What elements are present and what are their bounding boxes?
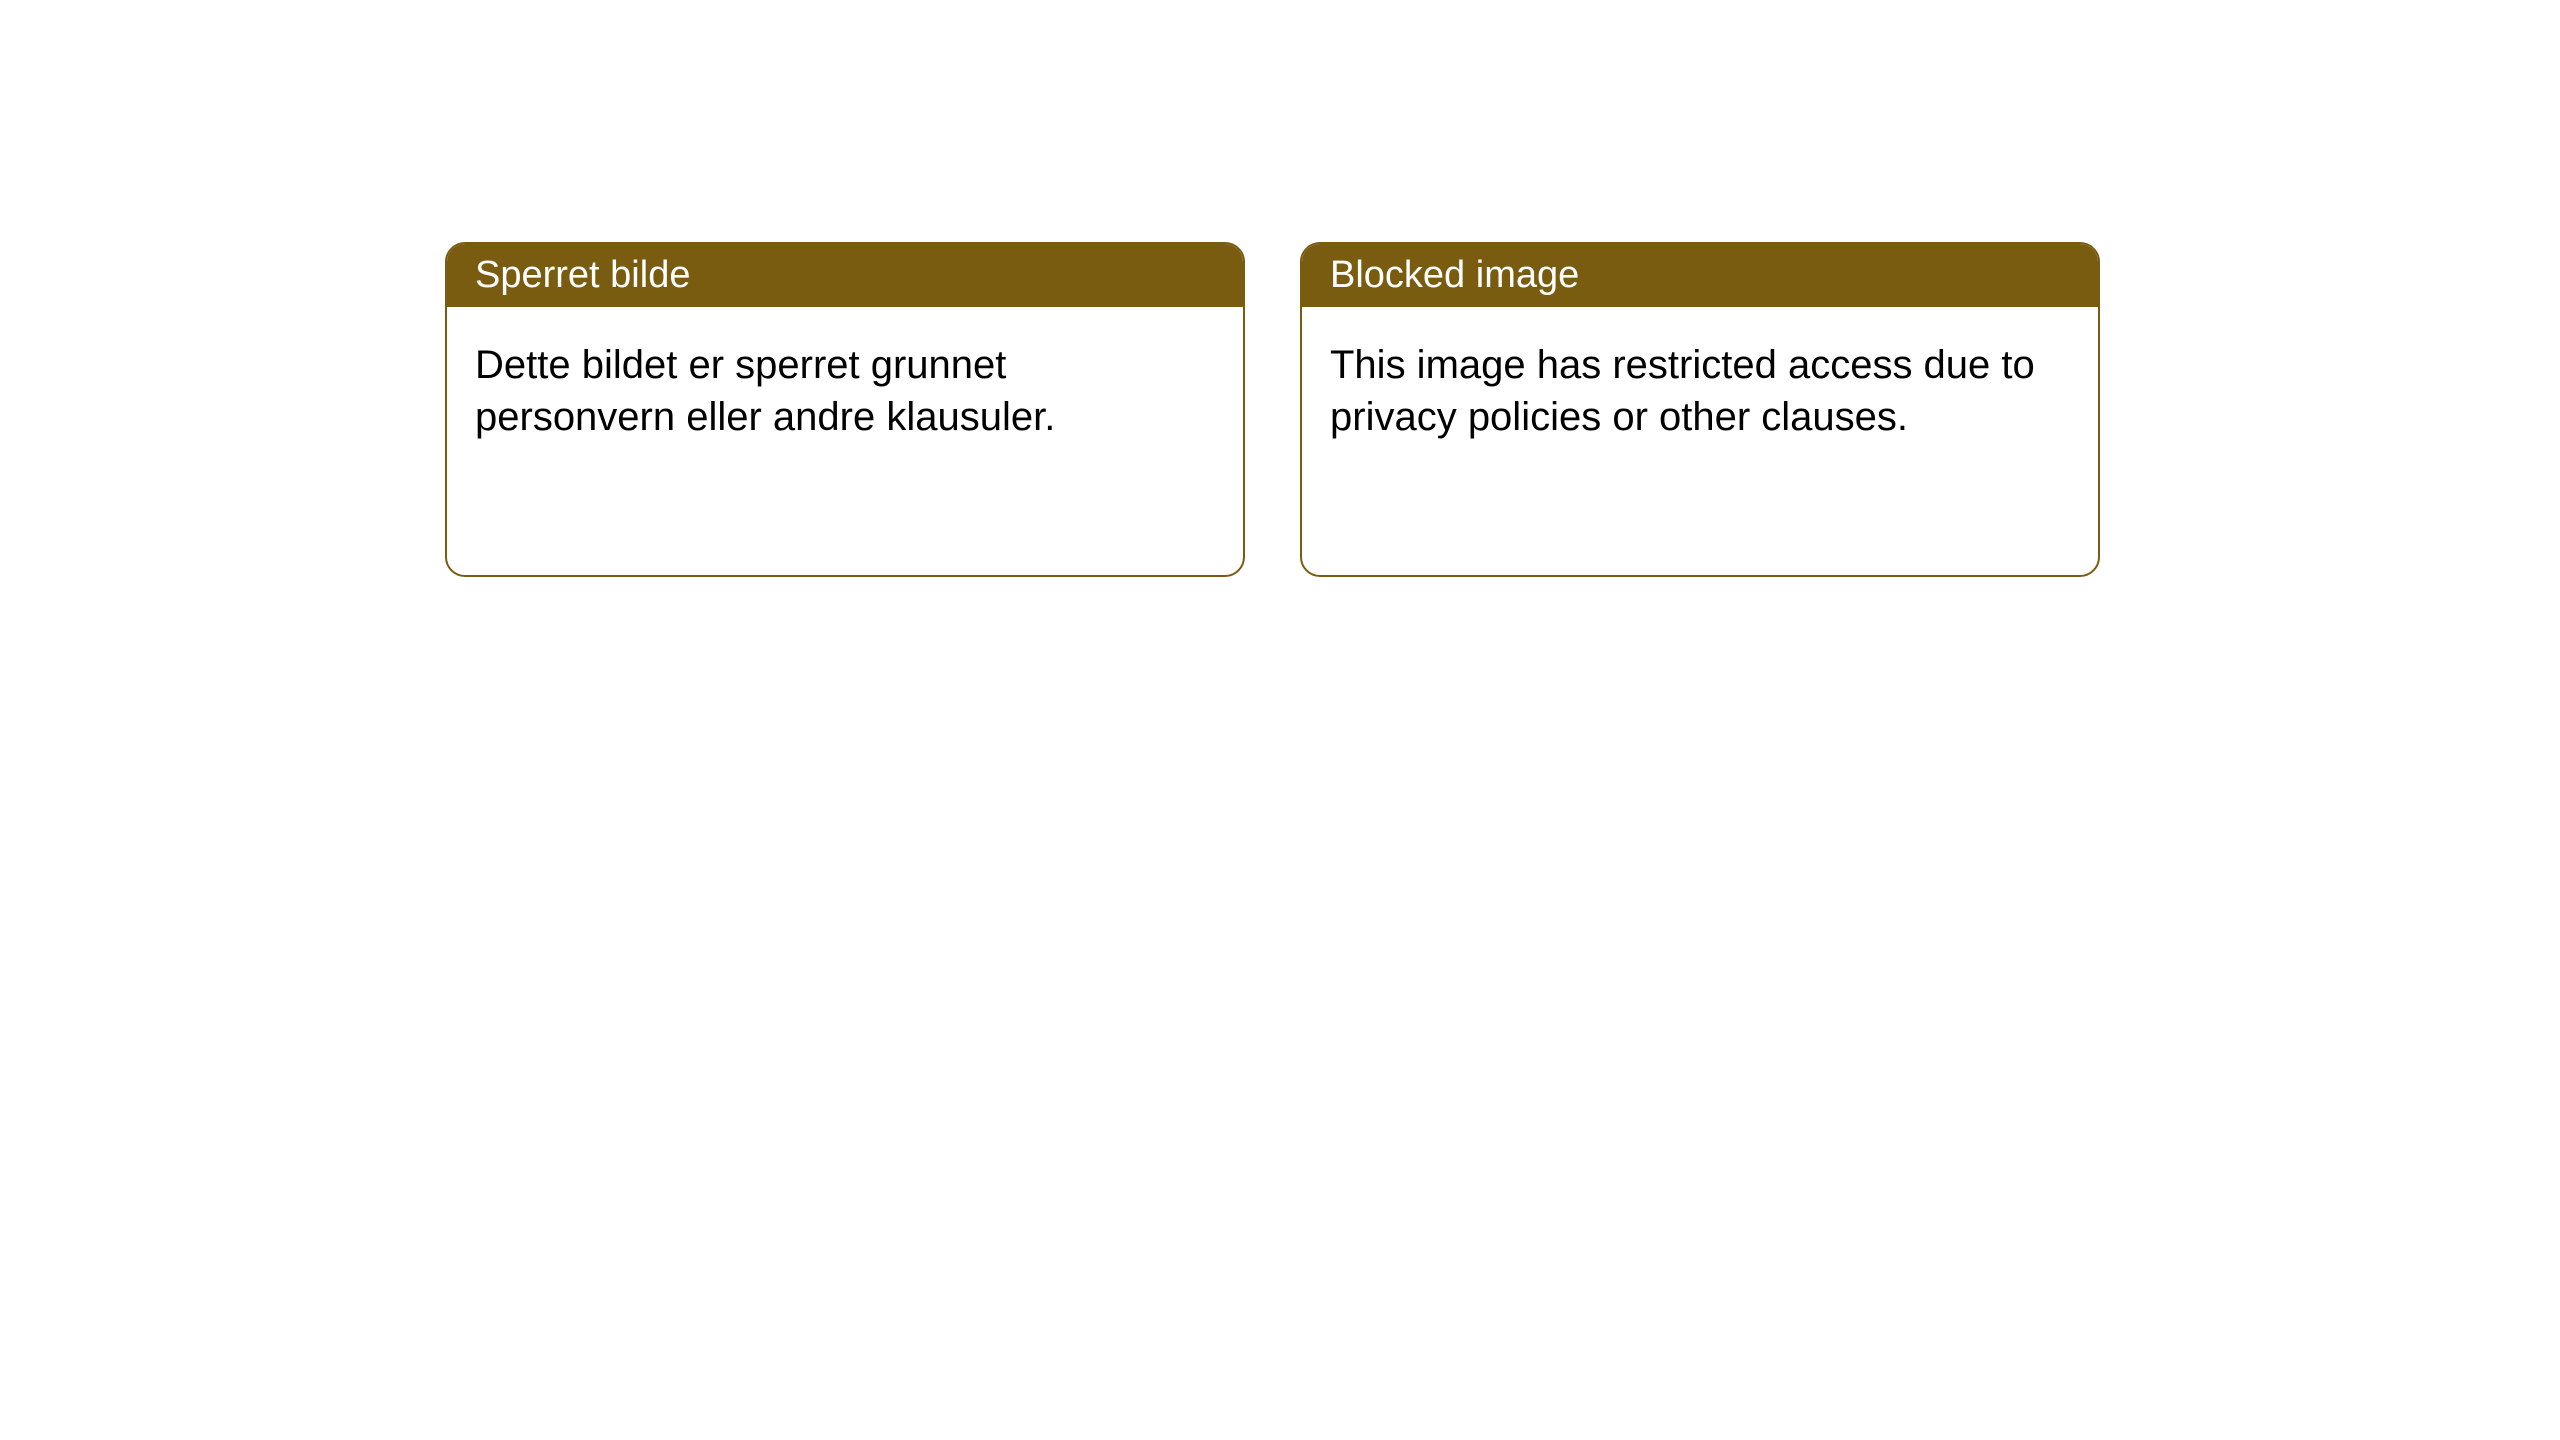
notice-card-english: Blocked image This image has restricted … xyxy=(1300,242,2100,577)
notice-body-english: This image has restricted access due to … xyxy=(1302,307,2098,475)
notice-card-norwegian: Sperret bilde Dette bildet er sperret gr… xyxy=(445,242,1245,577)
notice-container: Sperret bilde Dette bildet er sperret gr… xyxy=(445,242,2100,577)
notice-header-norwegian: Sperret bilde xyxy=(447,244,1243,307)
notice-header-english: Blocked image xyxy=(1302,244,2098,307)
notice-body-norwegian: Dette bildet er sperret grunnet personve… xyxy=(447,307,1243,475)
